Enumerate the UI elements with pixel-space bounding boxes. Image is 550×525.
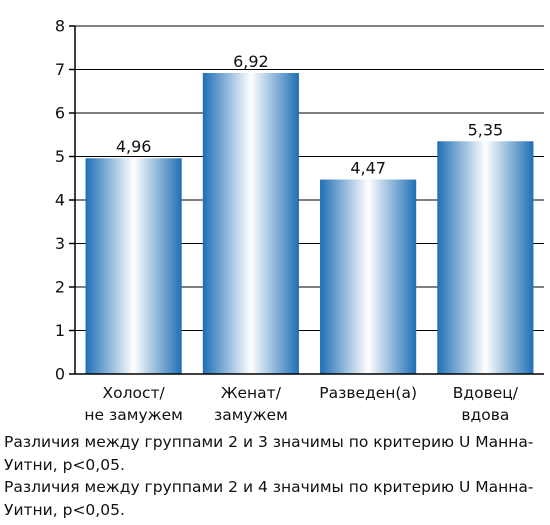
bar — [320, 179, 417, 374]
y-tick-label: 7 — [55, 60, 65, 79]
y-tick-label: 6 — [55, 104, 65, 123]
y-tick-label: 2 — [55, 278, 65, 297]
data-label: 4,47 — [350, 159, 386, 178]
labels: 0 1 2 3 4 5 6 7 8 4,96 Холост/не замужем 6,92 Женат/… — [55, 17, 519, 425]
y-tick-label: 0 — [55, 365, 65, 384]
y-tick-label: 8 — [55, 17, 65, 36]
x-tick-label: Разведен(а) — [319, 384, 417, 402]
significance-note: Различия между группами 2 и 4 значимы по… — [4, 478, 534, 519]
x-tick-label: вдова — [461, 406, 509, 424]
bar — [437, 141, 534, 374]
notes: Различия между группами 2 и 3 значимы по… — [4, 431, 548, 521]
y-tick-label: 4 — [55, 191, 65, 210]
x-tick-label: Холост/ — [102, 384, 165, 402]
x-tick-label: не замужем — [84, 406, 182, 424]
data-label: 4,96 — [116, 137, 152, 156]
y-tick-label: 5 — [55, 147, 65, 166]
x-tick-label: Вдовец/ — [453, 384, 519, 402]
bar — [85, 158, 182, 374]
bars — [85, 72, 534, 374]
bar — [202, 72, 299, 374]
x-tick-label: Женат/ — [221, 384, 282, 402]
bar-chart: 0 1 2 3 4 5 6 7 8 4,96 Холост/не замужем 6,92 Женат/… — [55, 17, 544, 425]
chart-svg: 0 1 2 3 4 5 6 7 8 4,96 Холост/не замужем 6,92 Женат/… — [55, 17, 544, 425]
data-label: 6,92 — [233, 52, 269, 71]
y-tick-label: 3 — [55, 234, 65, 253]
axes — [69, 25, 544, 375]
significance-note: Различия между группами 2 и 3 значимы по… — [4, 433, 534, 474]
x-tick-label: замужем — [214, 406, 288, 424]
data-label: 5,35 — [468, 120, 504, 139]
y-tick-label: 1 — [55, 321, 65, 340]
